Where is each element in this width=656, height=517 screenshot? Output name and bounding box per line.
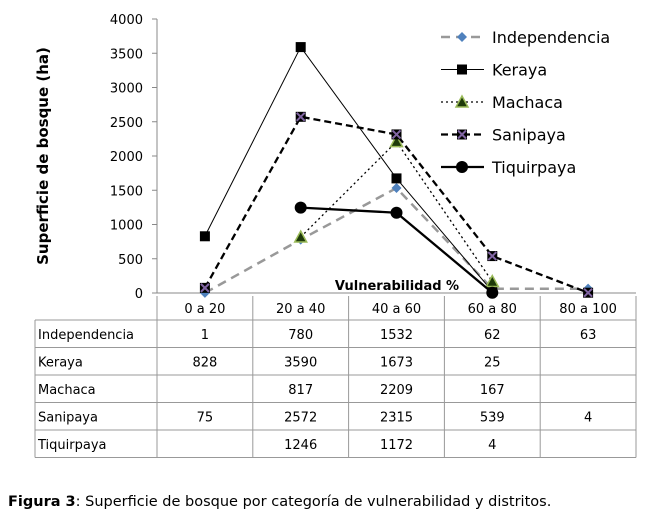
y-tick-label: 1500 bbox=[110, 184, 143, 199]
table-row-label: Machaca bbox=[38, 383, 96, 398]
legend-label: Sanipaya bbox=[492, 126, 566, 145]
y-tick-label: 0 bbox=[135, 287, 143, 302]
keraya-marker bbox=[457, 64, 467, 75]
category-header: 0 a 20 bbox=[184, 302, 225, 317]
table-cell: 539 bbox=[480, 411, 505, 426]
sanipaya-marker-x bbox=[295, 112, 306, 122]
x-axis-title: Vulnerabilidad % bbox=[335, 279, 459, 294]
legend-item: Tiquirpaya bbox=[441, 158, 576, 177]
table-cell: 3590 bbox=[284, 356, 317, 371]
machaca-marker bbox=[293, 229, 308, 243]
y-tick-label: 4000 bbox=[110, 13, 143, 28]
y-axis-title: Superficie de bosque (ha) bbox=[34, 47, 52, 265]
series-tiquirpaya bbox=[294, 201, 499, 299]
sanipaya-marker-x bbox=[487, 251, 498, 261]
table-cell: 4 bbox=[584, 411, 592, 426]
table-cell: 1172 bbox=[380, 438, 413, 453]
table-row-label: Keraya bbox=[38, 356, 83, 371]
y-tick-label: 2000 bbox=[110, 150, 143, 165]
figure-caption: Figura 3: Superficie de bosque por categ… bbox=[8, 494, 551, 510]
caption-label: Figura 3 bbox=[8, 494, 76, 510]
table-row-label: Tiquirpaya bbox=[37, 438, 106, 453]
series-line bbox=[204, 186, 589, 295]
y-tick-label: 2500 bbox=[110, 116, 143, 131]
tiquirpaya-marker bbox=[456, 161, 468, 173]
table-cell: 1 bbox=[201, 328, 209, 343]
tiquirpaya-marker bbox=[390, 206, 403, 219]
y-tick-label: 500 bbox=[118, 253, 143, 268]
legend-item: Keraya bbox=[441, 61, 547, 80]
category-header: 80 a 100 bbox=[559, 302, 617, 317]
table-cell: 1246 bbox=[284, 438, 317, 453]
table-cell: 1673 bbox=[380, 356, 413, 371]
legend-item: Sanipaya bbox=[441, 126, 566, 145]
sanipaya-marker-x bbox=[583, 288, 593, 298]
legend-label: Machaca bbox=[492, 93, 563, 112]
sanipaya-marker-x bbox=[200, 283, 210, 293]
machaca-marker bbox=[454, 94, 470, 108]
legend-item: Independencia bbox=[441, 28, 610, 47]
table-cell: 1532 bbox=[380, 328, 413, 343]
table-cell: 25 bbox=[484, 356, 501, 371]
table-cell: 817 bbox=[288, 383, 313, 398]
machaca-marker bbox=[485, 273, 500, 288]
table-cell: 2315 bbox=[380, 411, 413, 426]
tiquirpaya-marker bbox=[294, 201, 307, 214]
table-cell: 828 bbox=[192, 356, 217, 371]
table-cell: 62 bbox=[484, 328, 501, 343]
table-cell: 4 bbox=[488, 438, 496, 453]
sanipaya-marker-x bbox=[391, 129, 402, 140]
table-cell: 780 bbox=[288, 328, 313, 343]
series-sanipaya bbox=[199, 111, 594, 298]
independencia-marker bbox=[457, 32, 467, 42]
series-line bbox=[204, 46, 493, 292]
table-cell: 167 bbox=[480, 383, 505, 398]
category-header: 40 a 60 bbox=[372, 302, 421, 317]
table-row-label: Sanipaya bbox=[38, 411, 98, 426]
category-header: 20 a 40 bbox=[276, 302, 325, 317]
table-cell: 75 bbox=[197, 411, 214, 426]
table-cell: 2572 bbox=[284, 411, 317, 426]
y-tick-label: 3500 bbox=[110, 47, 143, 62]
table-cell: 2209 bbox=[380, 383, 413, 398]
keraya-marker bbox=[199, 231, 210, 242]
keraya-marker bbox=[295, 42, 306, 53]
y-tick-label: 1000 bbox=[110, 219, 143, 234]
legend-item: Machaca bbox=[441, 93, 563, 112]
machaca-marker bbox=[389, 134, 404, 148]
category-header: 60 a 80 bbox=[468, 302, 517, 317]
legend-label: Keraya bbox=[492, 61, 547, 80]
series-machaca bbox=[293, 134, 500, 288]
keraya-marker bbox=[391, 173, 402, 184]
table-row-label: Independencia bbox=[38, 328, 134, 343]
tiquirpaya-marker bbox=[486, 286, 499, 299]
caption-text: : Superficie de bosque por categoría de … bbox=[76, 494, 552, 510]
table-cell: 63 bbox=[580, 328, 597, 343]
legend-label: Independencia bbox=[492, 28, 610, 47]
independencia-marker bbox=[391, 183, 402, 194]
legend-label: Tiquirpaya bbox=[491, 158, 576, 177]
y-tick-label: 3000 bbox=[110, 82, 143, 97]
sanipaya-marker-x bbox=[457, 129, 467, 140]
